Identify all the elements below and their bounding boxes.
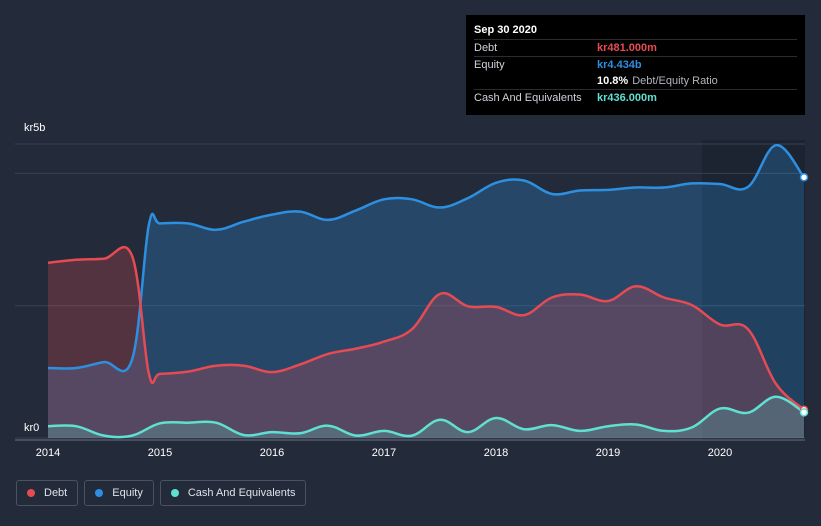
x-tick-label: 2017 xyxy=(371,447,397,459)
legend: Debt Equity Cash And Equivalents xyxy=(16,480,307,506)
cash-dot-icon xyxy=(170,489,179,497)
tooltip: Sep 30 2020 Debt kr481.000m Equity kr4.4… xyxy=(466,15,805,115)
cash-line xyxy=(47,395,805,439)
cash-area xyxy=(48,396,804,438)
series-lines xyxy=(47,143,806,439)
x-tick-label: 2016 xyxy=(259,447,285,459)
tooltip-ratio-label: Debt/Equity Ratio xyxy=(632,75,718,87)
y-axis-bottom-label: kr0 xyxy=(24,422,40,434)
x-tick-label: 2019 xyxy=(595,447,621,459)
tooltip-cash-value: kr436.000m xyxy=(597,92,657,104)
tooltip-cash-row: Cash And Equivalents kr436.000m xyxy=(474,89,797,106)
equity-end-point xyxy=(799,173,809,182)
legend-equity-label: Equity xyxy=(112,487,143,499)
x-tick-label: 2020 xyxy=(707,447,733,459)
legend-debt-label: Debt xyxy=(44,487,68,499)
tooltip-equity-row: Equity kr4.434b xyxy=(474,56,797,73)
tooltip-debt-value: kr481.000m xyxy=(597,42,657,54)
legend-item-debt[interactable]: Debt xyxy=(16,480,79,506)
grid-lines xyxy=(15,143,805,441)
tooltip-ratio-value: 10.8% xyxy=(597,75,629,87)
equity-dot-icon xyxy=(95,489,104,497)
equity-line xyxy=(47,143,806,373)
legend-item-equity[interactable]: Equity xyxy=(84,480,154,506)
tooltip-ratio-spacer xyxy=(474,73,597,89)
tooltip-equity-label: Equity xyxy=(474,59,505,71)
cash-end-point xyxy=(799,408,809,417)
tooltip-ratio-row: 10.8% Debt/Equity Ratio xyxy=(474,73,797,89)
series-end-markers xyxy=(799,173,809,417)
debt-area xyxy=(48,247,804,438)
tooltip-date: Sep 30 2020 xyxy=(474,24,537,36)
highlight-panel xyxy=(702,140,805,440)
debt-dot-icon xyxy=(27,489,35,497)
tooltip-debt-label: Debt xyxy=(474,42,498,54)
x-tick-label: 2018 xyxy=(483,447,509,459)
y-axis-top-label: kr5b xyxy=(24,122,46,134)
x-tick-label: 2014 xyxy=(35,447,61,459)
legend-cash-label: Cash And Equivalents xyxy=(187,487,296,499)
debt-line xyxy=(47,246,805,411)
tooltip-cash-label: Cash And Equivalents xyxy=(474,92,582,104)
x-tick-label: 2015 xyxy=(147,447,173,459)
tooltip-equity-value: kr4.434b xyxy=(597,59,642,71)
legend-item-cash[interactable]: Cash And Equivalents xyxy=(159,480,307,506)
tooltip-debt-row: Debt kr481.000m xyxy=(474,39,797,56)
